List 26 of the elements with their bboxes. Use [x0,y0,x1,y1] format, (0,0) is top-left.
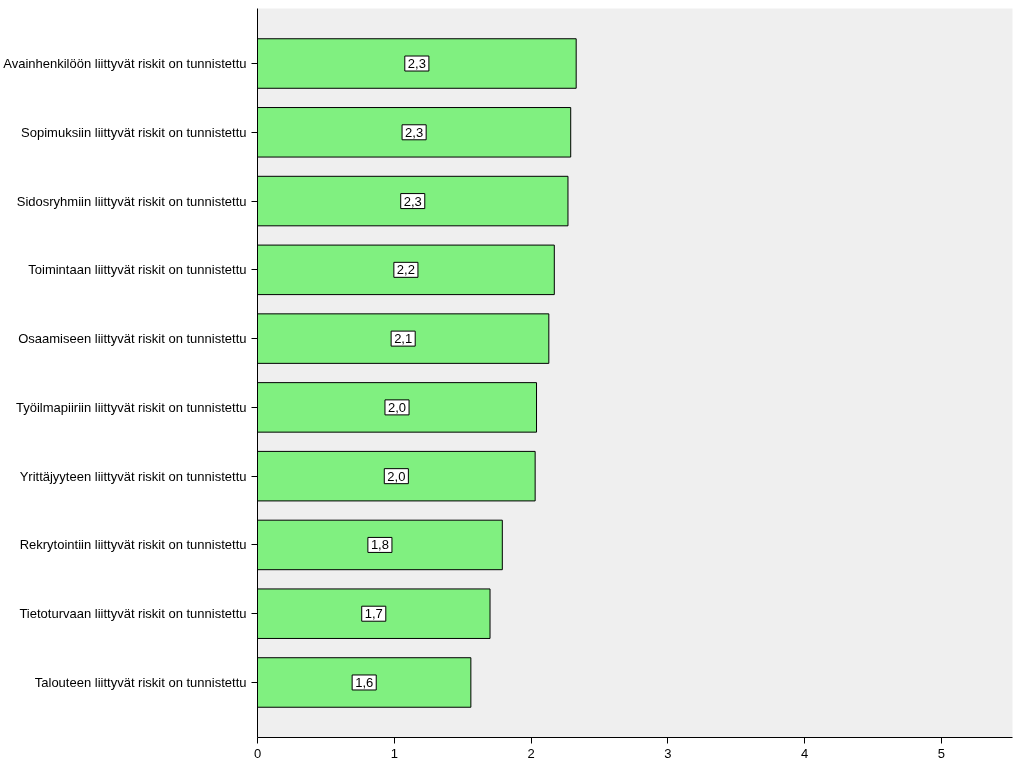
data-label: 2,0 [387,468,406,484]
x-tick-label: 4 [800,745,809,761]
y-tick-label: Tietoturvaan liittyvät riskit on tunnistettu [19,606,247,622]
data-label: 1,8 [370,537,389,553]
data-label: 2,0 [387,399,407,415]
data-label: 2,3 [407,56,426,72]
data-label: 1,6 [355,674,374,690]
data-label: 2,3 [403,193,422,209]
x-tick-label: 2 [527,745,535,761]
y-tick-label: Talouteen liittyvät riskit on tunnistettu [34,674,247,690]
data-label: 1,7 [364,606,383,622]
x-tick-label: 5 [937,745,945,761]
y-tick-label: Yrittäjyyteen liittyvät riskit on tunnistettu [19,468,247,484]
y-tick-label: Toimintaan liittyvät riskit on tunnistettu [28,262,247,278]
y-tick-label: Rekrytointiin liittyvät riskit on tunnistettu [19,537,247,553]
x-tick-label: 1 [390,745,398,761]
data-label: 2,2 [396,262,415,278]
data-label: 2,1 [394,331,413,347]
y-tick-label: Osaamiseen liittyvät riskit on tunnistettu [18,331,247,347]
x-tick-label: 3 [664,745,672,761]
y-tick-label: Sopimuksiin liittyvät riskit on tunnistettu [21,124,247,140]
y-tick-label: Avainhenkilöön liittyvät riskit on tunnistettu [3,56,247,72]
data-label: 2,3 [405,124,424,140]
x-tick-label: 0 [253,745,262,761]
y-tick-label: Työilmapiiriin liittyvät riskit on tunnistettu [16,399,247,415]
y-tick-label: Sidosryhmiin liittyvät riskit on tunnistettu [16,193,247,209]
